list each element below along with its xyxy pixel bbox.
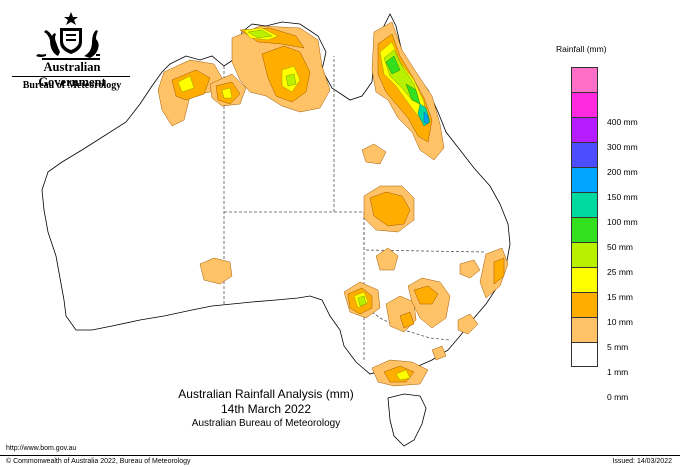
legend-label: 400 mm xyxy=(607,117,638,127)
legend-label: 50 mm xyxy=(607,242,633,252)
legend-swatch xyxy=(571,242,598,267)
legend-swatch xyxy=(571,167,598,192)
legend-swatch xyxy=(571,192,598,217)
copyright-notice: © Commonwealth of Australia 2022, Bureau… xyxy=(6,458,191,465)
issued-date: Issued: 14/03/2022 xyxy=(612,458,672,465)
legend-swatch xyxy=(571,317,598,342)
rain-100mm-areas xyxy=(423,111,429,125)
legend-swatch xyxy=(571,342,598,367)
legend-swatch xyxy=(571,142,598,167)
government-name: Australian Government xyxy=(38,60,106,89)
legend-label: 10 mm xyxy=(607,317,633,327)
map-title: Australian Rainfall Analysis (mm) xyxy=(178,387,354,401)
legend-swatch xyxy=(571,292,598,317)
legend-label: 25 mm xyxy=(607,267,633,277)
rain-25mm-areas xyxy=(385,55,421,105)
australia-rainfall-map xyxy=(41,13,511,447)
legend-label: 0 mm xyxy=(607,392,629,402)
legend-swatch xyxy=(571,67,598,92)
legend-swatch xyxy=(571,92,598,117)
footer-divider xyxy=(0,455,680,456)
legend xyxy=(571,67,599,367)
logo-divider xyxy=(12,76,130,77)
legend-label: 150 mm xyxy=(607,192,638,202)
tasmania-outline xyxy=(387,393,427,447)
legend-swatch xyxy=(571,217,598,242)
legend-label: 1 mm xyxy=(607,367,629,377)
map-source: Australian Bureau of Meteorology xyxy=(191,418,341,429)
map-title-block: Australian Rainfall Analysis (mm) 14th M… xyxy=(128,387,404,431)
website-url[interactable]: http://www.bom.gov.au xyxy=(6,445,77,452)
legend-swatch xyxy=(571,267,598,292)
legend-label: 100 mm xyxy=(607,217,638,227)
legend-label: 5 mm xyxy=(607,342,629,352)
legend-label: 15 mm xyxy=(607,292,633,302)
legend-label: 200 mm xyxy=(607,167,638,177)
legend-label: 300 mm xyxy=(607,142,638,152)
map-date: 14th March 2022 xyxy=(220,402,312,416)
coat-of-arms-logo xyxy=(36,12,100,60)
legend-swatch xyxy=(571,117,598,142)
legend-title: Rainfall (mm) xyxy=(556,44,607,54)
agency-name: Bureau of Meteorology xyxy=(22,80,122,91)
